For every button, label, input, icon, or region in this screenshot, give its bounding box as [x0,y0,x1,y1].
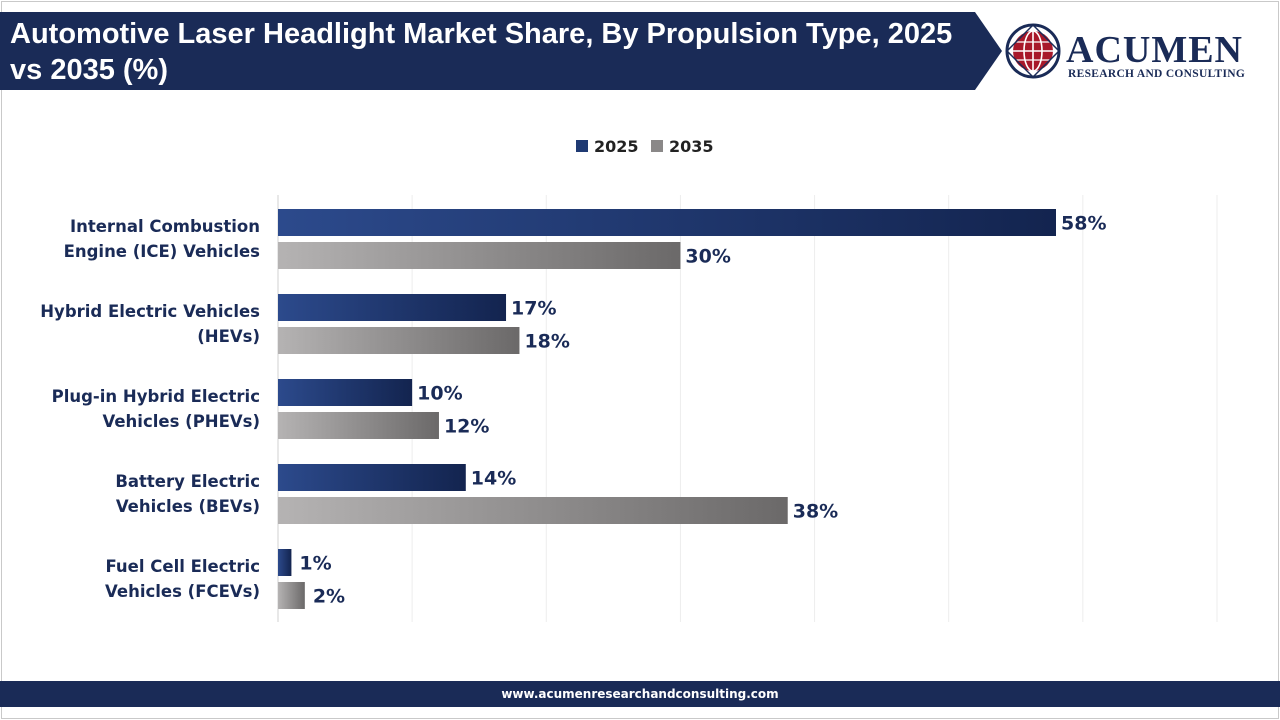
category-label-1: Hybrid Electric Vehicles (HEVs) [12,299,260,349]
footer-url: www.acumenresearchandconsulting.com [501,687,779,701]
data-label-2035-3: 38% [793,501,838,523]
data-label-2025-3: 14% [471,468,516,490]
bar-2025-0 [278,209,1056,236]
acumen-logo: ACUMEN RESEARCH AND CONSULTING [1004,18,1266,88]
category-label-2: Plug-in Hybrid Electric Vehicles (PHEVs) [12,384,260,434]
bar-2035-0 [278,242,681,269]
data-label-2035-0: 30% [685,246,730,268]
bar-2035-2 [278,412,439,439]
data-label-2025-4: 1% [299,553,331,575]
legend-item-2025: 2025 [576,136,639,156]
bar-2035-4 [278,582,305,609]
category-label-line: Vehicles (FCEVs) [105,582,260,601]
chart-title: Automotive Laser Headlight Market Share,… [10,18,953,86]
legend-item-2035: 2035 [651,136,714,156]
category-label-line: Plug-in Hybrid Electric [51,387,260,406]
globe-icon [1005,23,1061,79]
category-label-line: Vehicles (PHEVs) [102,412,261,431]
category-label-line: Internal Combustion [69,217,260,236]
bar-2025-1 [278,294,507,321]
legend-swatch-2035 [651,140,663,152]
category-label-line: Engine (ICE) Vehicles [63,242,260,261]
bar-2025-2 [278,379,413,406]
legend: 2025 2035 [0,136,1280,156]
category-label-3: Battery Electric Vehicles (BEVs) [12,469,260,519]
data-label-2025-2: 10% [417,383,462,405]
logo-wordmark: ACUMEN [1066,29,1243,71]
category-label-line: Vehicles (BEVs) [115,497,260,516]
data-label-2035-4: 2% [313,586,345,608]
data-label-2035-2: 12% [444,416,489,438]
bars [278,209,1056,609]
footer-bar: www.acumenresearchandconsulting.com [0,681,1280,707]
value-labels: 58% 30% 17% 18% 10% 12% 14% 38% 1% 2% [299,213,1106,608]
category-label-line: Fuel Cell Electric [105,557,260,576]
category-label-4: Fuel Cell Electric Vehicles (FCEVs) [12,554,260,604]
legend-label-2025: 2025 [594,136,639,156]
category-label-line: (HEVs) [197,327,260,346]
legend-swatch-2025 [576,140,588,152]
category-label-line: Battery Electric [115,472,260,491]
data-label-2025-0: 58% [1061,213,1106,235]
data-label-2025-1: 17% [511,298,556,320]
title-banner [0,12,1002,90]
data-label-2035-1: 18% [524,331,569,353]
bar-2035-1 [278,327,520,354]
category-label-0: Internal Combustion Engine (ICE) Vehicles [12,214,260,264]
legend-label-2035: 2035 [669,136,714,156]
logo-tagline: RESEARCH AND CONSULTING [1068,68,1246,80]
bar-2035-3 [278,497,788,524]
category-label-line: Hybrid Electric Vehicles [40,302,260,321]
bar-2025-4 [278,549,292,576]
bar-2025-3 [278,464,466,491]
